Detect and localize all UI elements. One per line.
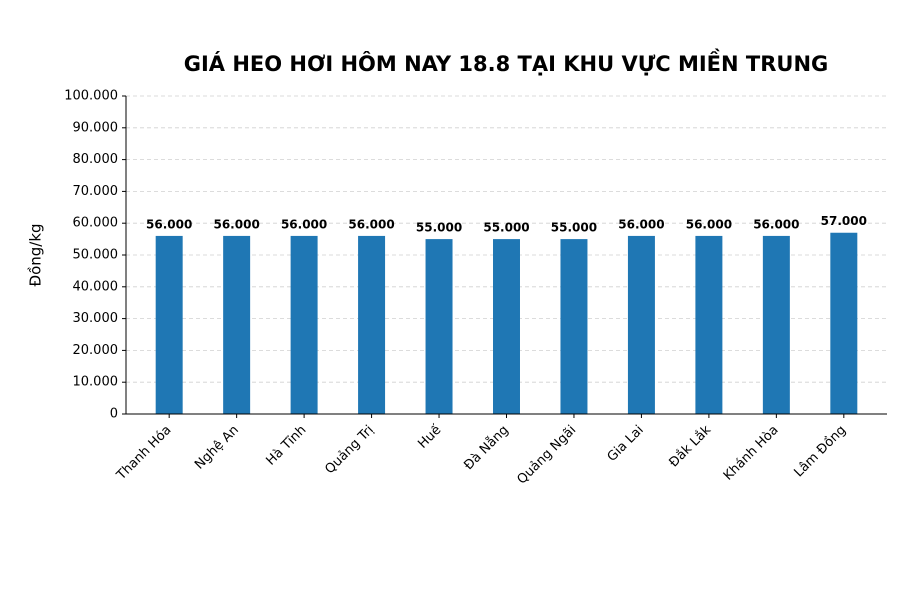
y-tick-label: 40.000 xyxy=(73,279,119,294)
bar xyxy=(425,239,453,414)
value-label: 56.000 xyxy=(348,217,394,231)
y-tick-label: 100.000 xyxy=(64,89,118,104)
bar xyxy=(560,239,588,414)
y-axis-label: Đồng/kg xyxy=(27,223,45,286)
y-tick-label: 80.000 xyxy=(73,152,119,167)
bar xyxy=(223,235,251,414)
bar xyxy=(695,235,723,414)
value-label: 55.000 xyxy=(416,221,462,235)
y-tick-label: 90.000 xyxy=(73,120,119,135)
value-label: 56.000 xyxy=(686,217,732,231)
bar xyxy=(290,235,318,414)
value-label: 56.000 xyxy=(146,217,192,231)
value-label: 55.000 xyxy=(483,221,529,235)
y-tick-label: 20.000 xyxy=(73,343,119,358)
y-tick-label: 30.000 xyxy=(73,311,119,326)
bar xyxy=(762,235,790,414)
value-label: 56.000 xyxy=(213,217,259,231)
bar xyxy=(493,239,520,414)
bar xyxy=(627,235,655,414)
chart-title: GIÁ HEO HƠI HÔM NAY 18.8 TẠI KHU VỰC MIỀ… xyxy=(184,48,829,76)
value-label: 55.000 xyxy=(551,221,597,235)
bar xyxy=(358,235,386,414)
bar xyxy=(155,235,183,414)
bar xyxy=(830,232,858,414)
y-tick-label: 60.000 xyxy=(73,216,119,231)
y-tick-label: 0 xyxy=(110,407,118,422)
value-label: 56.000 xyxy=(281,217,327,231)
y-tick-label: 50.000 xyxy=(73,248,119,263)
y-tick-label: 10.000 xyxy=(73,375,119,390)
value-label: 56.000 xyxy=(618,217,664,231)
value-label: 57.000 xyxy=(821,214,867,228)
value-label: 56.000 xyxy=(753,217,799,231)
y-tick-label: 70.000 xyxy=(73,184,119,199)
